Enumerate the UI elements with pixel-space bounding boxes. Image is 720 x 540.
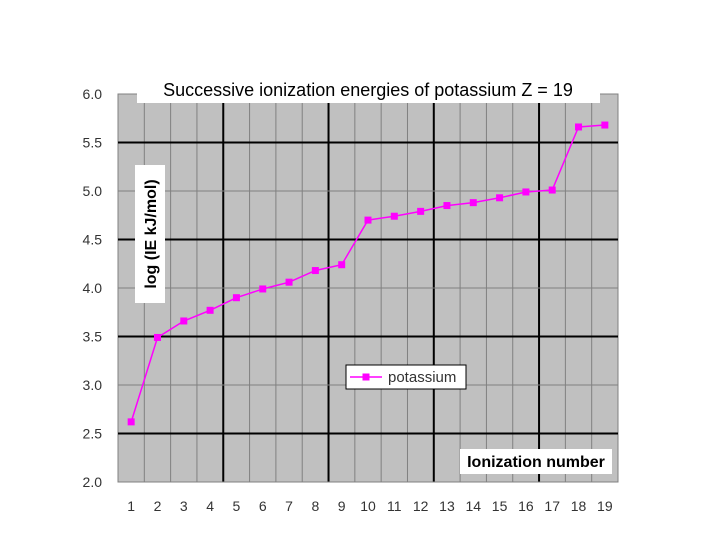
x-tick-label: 11 [387,498,402,514]
x-tick-label: 13 [439,498,455,514]
x-tick-label: 5 [233,498,241,514]
data-point [601,121,609,129]
x-tick-label: 17 [544,498,560,514]
data-point [548,186,556,194]
data-point [180,317,188,325]
y-tick-label: 5.0 [83,183,103,199]
chart-title-box [137,77,600,103]
data-point [153,333,161,341]
y-tick-label: 4.5 [83,232,103,248]
legend: potassium [345,364,467,390]
data-point [443,202,451,210]
y-tick-label: 4.0 [83,280,103,296]
x-tick-label: 19 [597,498,613,514]
data-point [496,194,504,202]
chart-title: Successive ionization energies of potass… [163,80,573,100]
y-tick-label: 6.0 [83,86,103,102]
x-tick-label: 12 [413,498,429,514]
data-point [127,418,135,426]
x-tick-label: 18 [571,498,587,514]
data-point [206,306,214,314]
x-tick-label: 14 [465,498,481,514]
y-tick-label: 3.5 [83,329,103,345]
x-tick-label: 8 [311,498,319,514]
x-tick-label: 9 [338,498,346,514]
data-point [285,278,293,286]
y-tick-label: 2.5 [83,426,103,442]
x-tick-label: 6 [259,498,267,514]
x-tick-label: 15 [492,498,508,514]
x-axis-label-box [460,449,612,474]
y-axis-label-box [135,165,165,303]
y-axis-label: log (IE kJ/mol) [143,179,160,288]
y-tick-label: 2.0 [83,474,103,490]
potassium-series [127,121,609,426]
data-point [575,123,583,131]
data-point [417,207,425,215]
x-tick-label: 2 [154,498,162,514]
x-tick-label: 10 [360,498,376,514]
gridlines [118,93,618,483]
x-axis-ticks: 1 2 3 4 5 6 7 8 9 10 11 12 13 14 15 16 17 18 19 [127,498,613,514]
data-point [469,199,477,207]
y-tick-label: 5.5 [83,135,103,151]
x-tick-label: 3 [180,498,188,514]
data-point [522,188,530,196]
x-tick-label: 7 [285,498,293,514]
data-point [259,285,267,293]
x-tick-label: 1 [127,498,135,514]
legend-label: potassium [388,369,456,386]
x-tick-label: 16 [518,498,534,514]
y-axis-ticks: 2.0 2.5 3.0 3.5 4.0 4.5 5.0 5.5 6.0 [83,86,103,490]
x-tick-label: 4 [206,498,214,514]
legend-marker [362,373,370,381]
data-point [390,212,398,220]
x-axis-label: Ionization number [467,454,605,471]
data-point [338,261,346,269]
data-point [364,216,372,224]
data-point [232,294,240,302]
data-point [311,267,319,275]
y-tick-label: 3.0 [83,377,103,393]
